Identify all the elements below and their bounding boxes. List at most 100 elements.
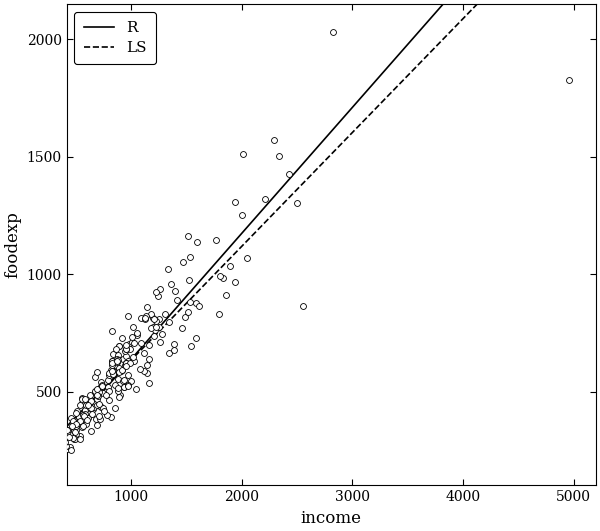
Point xyxy=(143,369,152,377)
Point xyxy=(76,432,85,440)
Point xyxy=(67,422,76,430)
Point xyxy=(88,410,97,418)
Point xyxy=(112,345,121,354)
Point xyxy=(58,448,68,456)
Point xyxy=(92,401,102,409)
Point xyxy=(106,366,116,374)
Point xyxy=(104,375,113,384)
Point xyxy=(113,351,122,359)
Point xyxy=(95,415,105,423)
Point xyxy=(74,413,84,422)
Point xyxy=(139,366,149,375)
Point xyxy=(75,401,85,409)
Point xyxy=(124,357,133,365)
Point xyxy=(108,370,118,378)
Point xyxy=(120,361,130,369)
Point xyxy=(67,446,76,455)
Point xyxy=(149,331,159,340)
Point xyxy=(140,349,149,357)
Point xyxy=(154,322,164,331)
Point xyxy=(104,369,113,378)
Point xyxy=(130,357,139,366)
Point xyxy=(61,433,71,441)
Point xyxy=(61,438,70,446)
Point xyxy=(79,422,88,430)
Point xyxy=(83,408,93,416)
Point xyxy=(211,236,221,245)
Point xyxy=(154,292,163,300)
Point xyxy=(72,406,82,415)
Point xyxy=(121,347,130,356)
Point xyxy=(260,195,269,203)
Point xyxy=(93,391,103,400)
Point xyxy=(275,151,284,160)
Point xyxy=(83,414,93,423)
Point xyxy=(96,403,106,412)
Point xyxy=(113,356,122,364)
Point xyxy=(112,358,122,366)
Point xyxy=(107,357,117,365)
Point xyxy=(170,286,180,295)
Point xyxy=(62,426,71,434)
Point xyxy=(194,302,203,310)
Point xyxy=(77,423,87,431)
Point xyxy=(64,433,74,441)
Point xyxy=(155,314,164,323)
Point xyxy=(76,417,85,425)
Point xyxy=(146,310,155,318)
Point xyxy=(92,395,101,404)
Point xyxy=(71,430,81,439)
Point xyxy=(113,387,123,396)
Point xyxy=(98,388,108,397)
Point xyxy=(178,258,187,267)
Point xyxy=(68,434,77,442)
Point xyxy=(86,404,95,413)
Point xyxy=(71,422,80,430)
Point xyxy=(86,397,96,405)
Point xyxy=(61,442,71,451)
Point xyxy=(112,356,122,365)
Point xyxy=(184,275,194,284)
Point xyxy=(164,264,173,273)
Point xyxy=(92,415,101,423)
Point xyxy=(96,382,106,390)
Point xyxy=(77,393,87,402)
Point xyxy=(82,400,91,409)
Point xyxy=(71,420,81,429)
Point xyxy=(71,425,80,434)
Point xyxy=(121,352,131,361)
Point xyxy=(115,368,124,376)
Point xyxy=(128,338,137,347)
Point xyxy=(92,391,102,399)
Point xyxy=(149,315,159,323)
Point xyxy=(152,323,161,332)
Point xyxy=(148,323,158,331)
Point xyxy=(115,393,124,401)
Point xyxy=(107,327,117,336)
Point xyxy=(103,382,113,391)
Point xyxy=(126,377,136,386)
Point xyxy=(172,296,182,304)
Point xyxy=(118,354,127,363)
Point xyxy=(192,237,202,246)
Point xyxy=(129,338,139,347)
Point xyxy=(80,395,89,403)
Point xyxy=(69,435,79,443)
Point xyxy=(114,342,124,350)
Point xyxy=(95,402,104,410)
Point xyxy=(119,376,129,384)
Point xyxy=(122,345,131,353)
Point xyxy=(112,355,122,364)
Point xyxy=(76,420,85,429)
Point xyxy=(164,318,173,327)
Point xyxy=(145,379,154,388)
Point xyxy=(160,310,170,318)
Point xyxy=(62,444,71,453)
Point xyxy=(242,254,252,262)
Point xyxy=(74,413,84,421)
Point xyxy=(186,342,196,350)
Point xyxy=(128,323,138,331)
Point xyxy=(144,341,154,350)
Point xyxy=(183,308,193,316)
Point xyxy=(94,412,104,420)
